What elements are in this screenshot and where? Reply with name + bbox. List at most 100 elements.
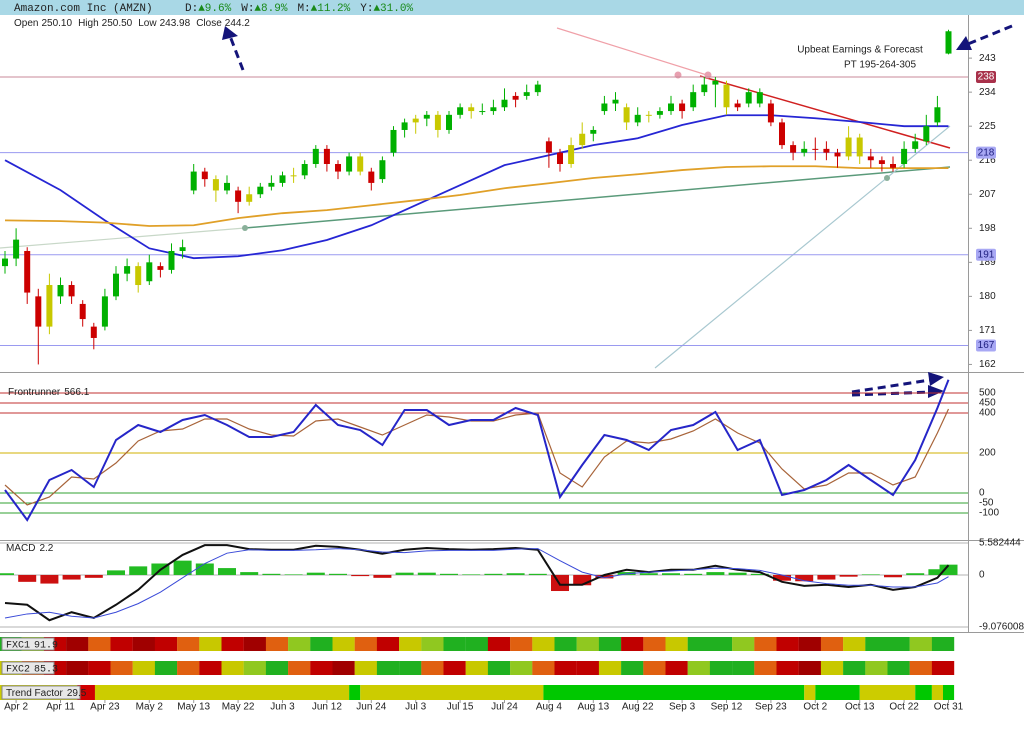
indicator-line bbox=[4, 379, 950, 522]
heat-cell bbox=[798, 661, 821, 675]
heat-cell bbox=[732, 637, 755, 651]
candle-body bbox=[235, 190, 242, 202]
trend-segment bbox=[804, 685, 816, 700]
candle-body bbox=[312, 148, 319, 165]
candle-body bbox=[523, 92, 530, 96]
heat-cell bbox=[376, 661, 400, 675]
candle-body bbox=[801, 148, 808, 153]
candle-body bbox=[13, 239, 20, 259]
candle-body bbox=[401, 122, 408, 130]
candle-body bbox=[734, 103, 741, 108]
level-badge bbox=[976, 71, 996, 84]
heat-cell bbox=[110, 637, 133, 651]
histogram-bar bbox=[262, 573, 281, 575]
heat-cell bbox=[643, 661, 666, 675]
row-label: FXC2 85.3 bbox=[6, 664, 58, 675]
histogram-bar bbox=[0, 573, 14, 575]
level-label: 191 bbox=[978, 249, 995, 260]
candle-body bbox=[179, 247, 186, 251]
heat-cell bbox=[487, 661, 511, 675]
candle-body bbox=[190, 171, 197, 191]
heat-cell bbox=[199, 637, 222, 651]
quote-value: 243.98 bbox=[160, 18, 191, 29]
heat-cell bbox=[709, 637, 733, 651]
candle-body bbox=[412, 118, 419, 123]
candle-body bbox=[24, 250, 31, 293]
x-tick-label: Apr 11 bbox=[46, 702, 75, 713]
candle-body bbox=[457, 107, 464, 115]
histogram-bar bbox=[839, 574, 858, 577]
trend-segment bbox=[815, 685, 860, 700]
trend-segment bbox=[77, 685, 95, 700]
y-tick-label: 216 bbox=[979, 155, 996, 166]
heat-cell bbox=[532, 661, 555, 675]
candle-body bbox=[246, 194, 253, 202]
candle-body bbox=[579, 133, 586, 146]
macd-line bbox=[4, 544, 950, 622]
heat-cell bbox=[332, 661, 355, 675]
y-tick-label: 400 bbox=[979, 408, 996, 419]
candle-body bbox=[557, 152, 563, 165]
plot-frames bbox=[0, 15, 1024, 633]
histogram-bar bbox=[884, 574, 902, 578]
heat-cell bbox=[132, 661, 155, 675]
candle-body bbox=[201, 171, 208, 180]
histogram-bar bbox=[750, 573, 769, 575]
candle-body bbox=[690, 92, 697, 108]
heat-cell bbox=[154, 661, 178, 675]
row-value: 91.9 bbox=[34, 640, 58, 651]
y-tick-label: 225 bbox=[979, 121, 996, 132]
heat-cell bbox=[243, 637, 266, 651]
candle-body bbox=[767, 103, 774, 123]
histogram-bar bbox=[40, 574, 59, 584]
candle-body bbox=[590, 129, 597, 134]
heat-cell bbox=[443, 637, 466, 651]
macd-line bbox=[4, 548, 949, 619]
change-label: Y: bbox=[360, 3, 373, 15]
level-badge bbox=[976, 146, 996, 159]
histogram-bar bbox=[706, 572, 725, 575]
candle-body bbox=[634, 114, 641, 123]
trend-segment bbox=[543, 685, 805, 700]
candle-body bbox=[390, 129, 397, 153]
candle-body bbox=[279, 175, 286, 183]
quote-label: Low bbox=[138, 18, 157, 29]
histogram-bar bbox=[684, 573, 703, 575]
candle-body bbox=[490, 107, 497, 112]
heat-cell bbox=[510, 637, 533, 651]
candle-body bbox=[68, 285, 75, 297]
candle-body bbox=[357, 156, 364, 172]
histogram-bar bbox=[306, 572, 325, 575]
histogram-bar bbox=[817, 574, 836, 580]
annotation: PT 195-264-305 bbox=[844, 60, 917, 71]
histogram-bar bbox=[906, 573, 925, 575]
candle-body bbox=[867, 156, 874, 161]
candle-body bbox=[124, 266, 131, 274]
candle-body bbox=[90, 326, 97, 338]
change-value: ▲8.9% bbox=[254, 3, 287, 15]
trend-segment bbox=[859, 685, 916, 700]
quote-label: High bbox=[78, 18, 99, 29]
candle-body bbox=[379, 160, 386, 180]
heat-cell bbox=[598, 661, 622, 675]
change-label: W: bbox=[241, 3, 254, 15]
heat-cell bbox=[487, 637, 511, 651]
histogram-bar bbox=[528, 573, 547, 575]
y-tick-label: 162 bbox=[979, 359, 996, 370]
candle-body bbox=[568, 145, 575, 165]
heat-cell bbox=[399, 637, 422, 651]
candle-body bbox=[57, 285, 64, 297]
y-tick-label: 234 bbox=[979, 87, 996, 98]
heat-cell bbox=[576, 661, 599, 675]
candle-body bbox=[468, 107, 475, 112]
histogram-bar bbox=[195, 563, 214, 575]
heat-cell bbox=[709, 661, 733, 675]
candle-body bbox=[701, 84, 708, 93]
candle-body bbox=[268, 182, 275, 187]
row-label-box bbox=[1, 661, 55, 675]
y-tick-label: 207 bbox=[979, 189, 996, 200]
quote-value: 244.2 bbox=[225, 18, 250, 29]
header-bar bbox=[0, 0, 1024, 15]
row-value: 29.5 bbox=[67, 688, 87, 699]
